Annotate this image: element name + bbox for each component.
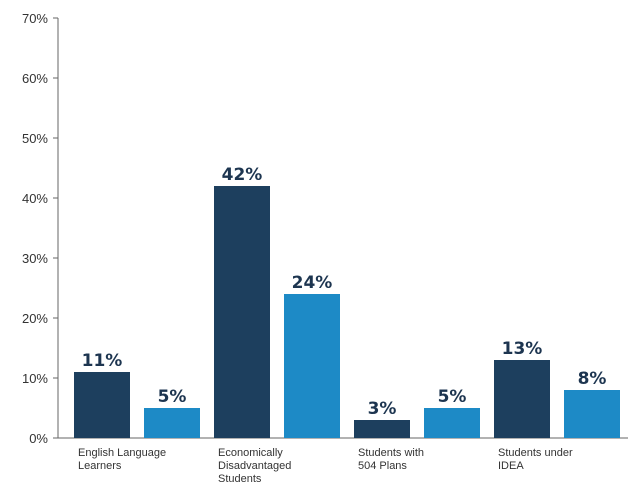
x-category-label: English Language <box>78 447 166 459</box>
y-tick-label: 20% <box>22 311 48 326</box>
data-label: 42% <box>222 165 263 185</box>
y-tick-label: 10% <box>22 371 48 386</box>
y-tick-label: 0% <box>29 431 48 446</box>
data-label: 3% <box>368 399 397 419</box>
data-label: 8% <box>578 369 607 389</box>
y-tick-label: 50% <box>22 131 48 146</box>
bar <box>424 408 480 438</box>
data-label: 11% <box>82 351 123 371</box>
bar <box>354 420 410 438</box>
y-tick-label: 70% <box>22 11 48 26</box>
x-category-label: 504 Plans <box>358 460 407 472</box>
data-label: 24% <box>292 273 333 293</box>
x-category-label: Economically <box>218 447 283 459</box>
bar <box>284 294 340 438</box>
x-category-label: Students under <box>498 447 573 459</box>
bar <box>144 408 200 438</box>
y-tick-label: 40% <box>22 191 48 206</box>
bar <box>74 372 130 438</box>
bar <box>564 390 620 438</box>
y-tick-label: 30% <box>22 251 48 266</box>
y-tick-label: 60% <box>22 71 48 86</box>
x-category-label: Students <box>218 473 262 485</box>
x-category-label: IDEA <box>498 460 524 472</box>
data-label: 13% <box>502 339 543 359</box>
data-label: 5% <box>438 387 467 407</box>
bar <box>494 360 550 438</box>
x-category-label: Students with <box>358 447 424 459</box>
x-category-label: Disadvantaged <box>218 460 291 472</box>
data-label: 5% <box>158 387 187 407</box>
bar <box>214 186 270 438</box>
x-category-label: Learners <box>78 460 122 472</box>
